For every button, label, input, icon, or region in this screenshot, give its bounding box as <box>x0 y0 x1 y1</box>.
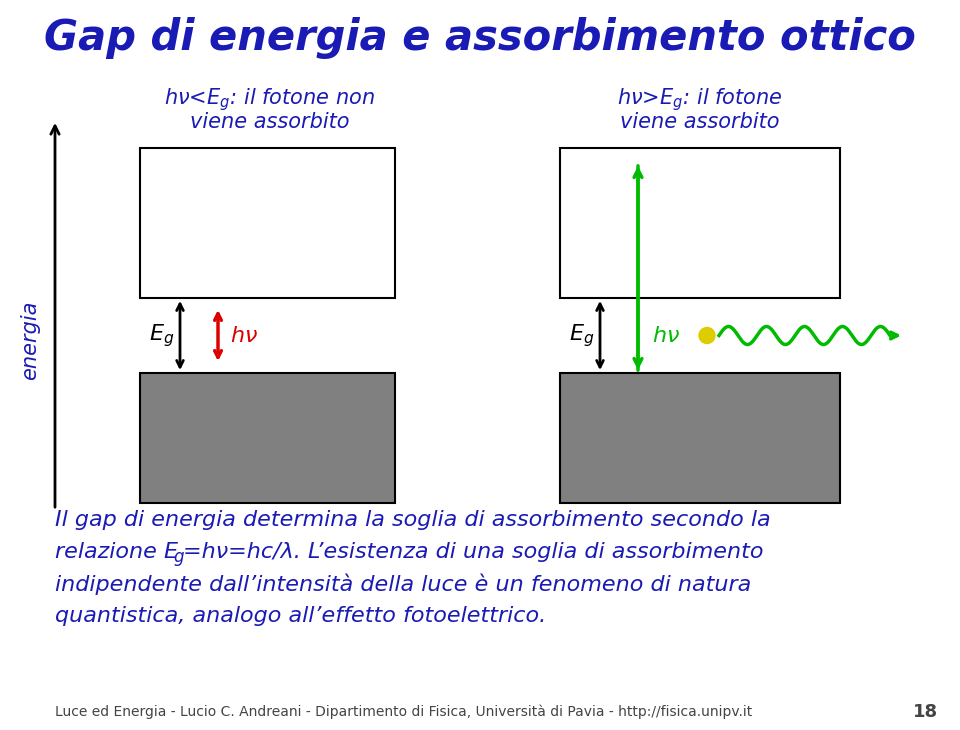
Text: E$_g$: E$_g$ <box>150 322 175 349</box>
Bar <box>140 373 395 503</box>
Text: =hν=hc/λ. L’esistenza di una soglia di assorbimento: =hν=hc/λ. L’esistenza di una soglia di a… <box>183 542 763 562</box>
Bar <box>560 373 840 503</box>
Text: Luce ed Energia - Lucio C. Andreani - Dipartimento di Fisica, Università di Pavi: Luce ed Energia - Lucio C. Andreani - Di… <box>55 704 753 719</box>
Bar <box>560 148 840 298</box>
Text: viene assorbito: viene assorbito <box>620 112 780 132</box>
Text: h$\nu$<E$_g$: il fotone non: h$\nu$<E$_g$: il fotone non <box>164 87 375 113</box>
Text: Gap di energia e assorbimento ottico: Gap di energia e assorbimento ottico <box>44 17 916 59</box>
Text: g: g <box>173 548 183 566</box>
Text: 18: 18 <box>913 703 938 721</box>
Text: energia: energia <box>20 300 40 380</box>
Bar <box>140 148 395 298</box>
Text: h$\nu$>E$_g$: il fotone: h$\nu$>E$_g$: il fotone <box>617 87 783 113</box>
Text: quantistica, analogo all’effetto fotoelettrico.: quantistica, analogo all’effetto fotoele… <box>55 606 546 626</box>
Text: viene assorbito: viene assorbito <box>190 112 349 132</box>
Text: E$_g$: E$_g$ <box>569 322 595 349</box>
Text: indipendente dall’intensità della luce è un fenomeno di natura: indipendente dall’intensità della luce è… <box>55 573 752 595</box>
Text: Il gap di energia determina la soglia di assorbimento secondo la: Il gap di energia determina la soglia di… <box>55 510 771 530</box>
Text: h$\nu$: h$\nu$ <box>652 326 680 345</box>
Text: relazione E: relazione E <box>55 542 178 562</box>
Circle shape <box>699 328 715 344</box>
Text: h$\nu$: h$\nu$ <box>230 326 258 345</box>
